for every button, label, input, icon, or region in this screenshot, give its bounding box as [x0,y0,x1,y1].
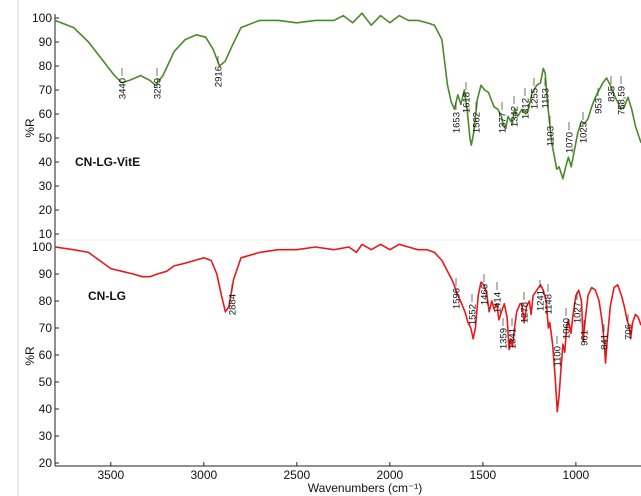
peak-label: 3259 [153,78,164,99]
peak-label: 1312 [521,98,532,119]
spectrum-line-cnlg [54,243,641,413]
y-tick-label: 60 [39,348,53,362]
y-tick-label: 70 [39,321,53,335]
y-tick-label: 50 [39,375,53,389]
peak-label: 1060 [562,318,573,339]
peak-label: 1070 [565,132,576,153]
y-tick-label: 10 [39,227,53,241]
y-tick-label: 80 [39,59,53,73]
y-tick-label: 30 [39,429,53,443]
x-tick-label: 2000 [377,468,404,482]
x-tick-label: 1500 [470,468,497,482]
bottom-y-axis-title: %R [23,346,37,366]
spectrum-line-vite [54,12,641,180]
peak-label: 835 [607,86,618,102]
peak-label: 706 [624,324,635,340]
y-tick-label: 20 [39,456,53,470]
peak-label: 2884 [228,294,239,315]
peak-label: 1255 [530,88,541,109]
peak-label: 1341 [508,328,519,349]
peak-label: 3440 [118,78,129,99]
peak-label: 1241 [536,290,547,311]
peak-label: 961 [580,330,591,346]
peak-label: 2916 [214,66,225,87]
peak-label: 841 [600,334,611,350]
x-tick-label: 3500 [97,468,124,482]
peak-label: 1618 [462,92,473,113]
peak-label: 1414 [493,292,504,313]
axes-frame: 3500 3000 2500 2000 1500 1000 [17,0,641,496]
y-tick-label: 30 [39,179,53,193]
peak-label: 1148 [544,294,555,314]
y-tick-label: 100 [32,11,52,25]
peak-label: 1025 [579,122,590,143]
x-tick-label: 2500 [283,468,310,482]
peak-label: 1153 [541,88,552,108]
peak-label: 1653 [452,112,463,133]
x-axis-title: Wavenumbers (cm⁻¹) [308,481,423,495]
peak-label: 1466 [480,284,491,305]
peak-label: 1103 [546,126,557,146]
x-tick-label: 3000 [190,468,217,482]
peak-label: 1596 [452,288,463,309]
series-label-cn-lg-vite: CN-LG-VitE [75,155,140,169]
y-tick-label: 60 [39,107,53,121]
y-tick-label: 50 [39,131,53,145]
peak-label: 1359 [499,328,510,349]
top-panel: 100 90 80 70 60 50 40 30 20 10 3440 3259 2916 1653161… [32,11,641,241]
y-tick-label: 40 [39,155,53,169]
peak-label: 1552 [468,304,479,325]
y-tick-label: 90 [39,35,53,49]
peak-label: 758,59 [617,86,628,115]
peak-label: 1100 [553,346,564,366]
peak-label: 1377 [498,112,509,133]
series-label-cn-lg: CN-LG [88,289,126,303]
peak-label: 1278 [520,302,531,323]
peak-label: 1562 [472,112,483,133]
peak-label: 1342 [510,106,521,127]
x-tick-label: 1000 [563,468,590,482]
peak-label: 953 [594,98,605,114]
peak-label: 1027 [573,302,584,323]
y-tick-label: 80 [39,294,53,308]
y-tick-label: 90 [39,267,53,281]
y-tick-label: 20 [39,203,53,217]
y-tick-label: 70 [39,83,53,97]
y-tick-label: 100 [32,240,52,254]
top-y-axis-title: %R [23,118,37,138]
y-tick-label: 40 [39,402,53,416]
